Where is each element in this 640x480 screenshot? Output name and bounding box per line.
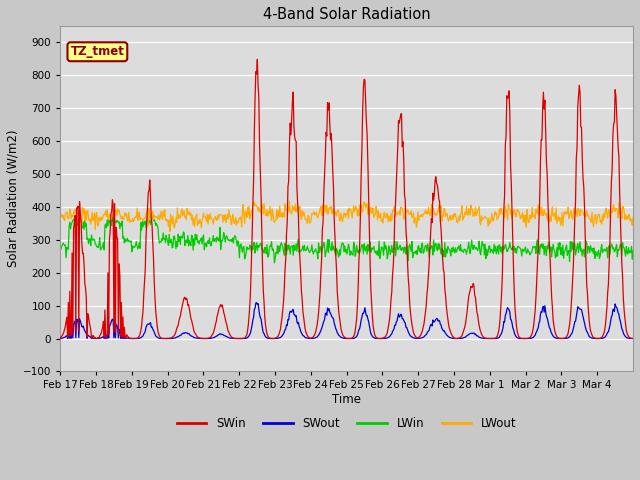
LWin	[258, 247, 266, 252]
SWin	[259, 264, 266, 270]
LWin	[271, 260, 278, 266]
SWin	[230, 335, 237, 341]
Y-axis label: Solar Radiation (W/m2): Solar Radiation (W/m2)	[7, 130, 20, 267]
Legend: SWin, SWout, LWin, LWout: SWin, SWout, LWin, LWout	[172, 412, 521, 435]
SWout	[56, 336, 64, 341]
Line: SWout: SWout	[60, 303, 633, 338]
SWout	[440, 328, 447, 334]
SWin	[408, 316, 415, 322]
LWout	[124, 218, 131, 224]
X-axis label: Time: Time	[332, 393, 361, 406]
SWout	[280, 329, 288, 335]
SWin	[440, 266, 447, 272]
LWout	[280, 210, 287, 216]
Title: 4-Band Solar Radiation: 4-Band Solar Radiation	[263, 7, 431, 22]
SWout	[629, 336, 637, 341]
LWout	[230, 215, 237, 220]
SWout	[124, 336, 131, 341]
SWin	[56, 336, 64, 341]
LWout	[408, 208, 415, 214]
Line: SWin: SWin	[60, 60, 633, 338]
LWin	[124, 239, 132, 244]
LWout	[629, 215, 637, 220]
SWout	[253, 300, 260, 306]
LWin	[629, 248, 637, 254]
SWin	[280, 287, 288, 293]
SWin	[253, 57, 261, 62]
LWin	[408, 248, 415, 254]
LWin	[280, 252, 288, 258]
LWin	[230, 240, 237, 246]
SWout	[259, 326, 266, 332]
LWout	[166, 228, 174, 234]
Line: LWout: LWout	[60, 201, 633, 231]
LWin	[73, 212, 81, 218]
LWin	[440, 248, 447, 253]
SWin	[163, 336, 171, 341]
LWout	[56, 212, 64, 217]
SWout	[163, 336, 171, 341]
SWin	[629, 336, 637, 341]
SWout	[230, 336, 237, 341]
LWin	[56, 243, 64, 249]
SWin	[124, 333, 131, 339]
Line: LWin: LWin	[60, 215, 633, 263]
LWout	[258, 201, 266, 207]
LWout	[285, 198, 293, 204]
Text: TZ_tmet: TZ_tmet	[70, 45, 124, 58]
LWout	[440, 214, 447, 219]
SWout	[408, 334, 415, 339]
